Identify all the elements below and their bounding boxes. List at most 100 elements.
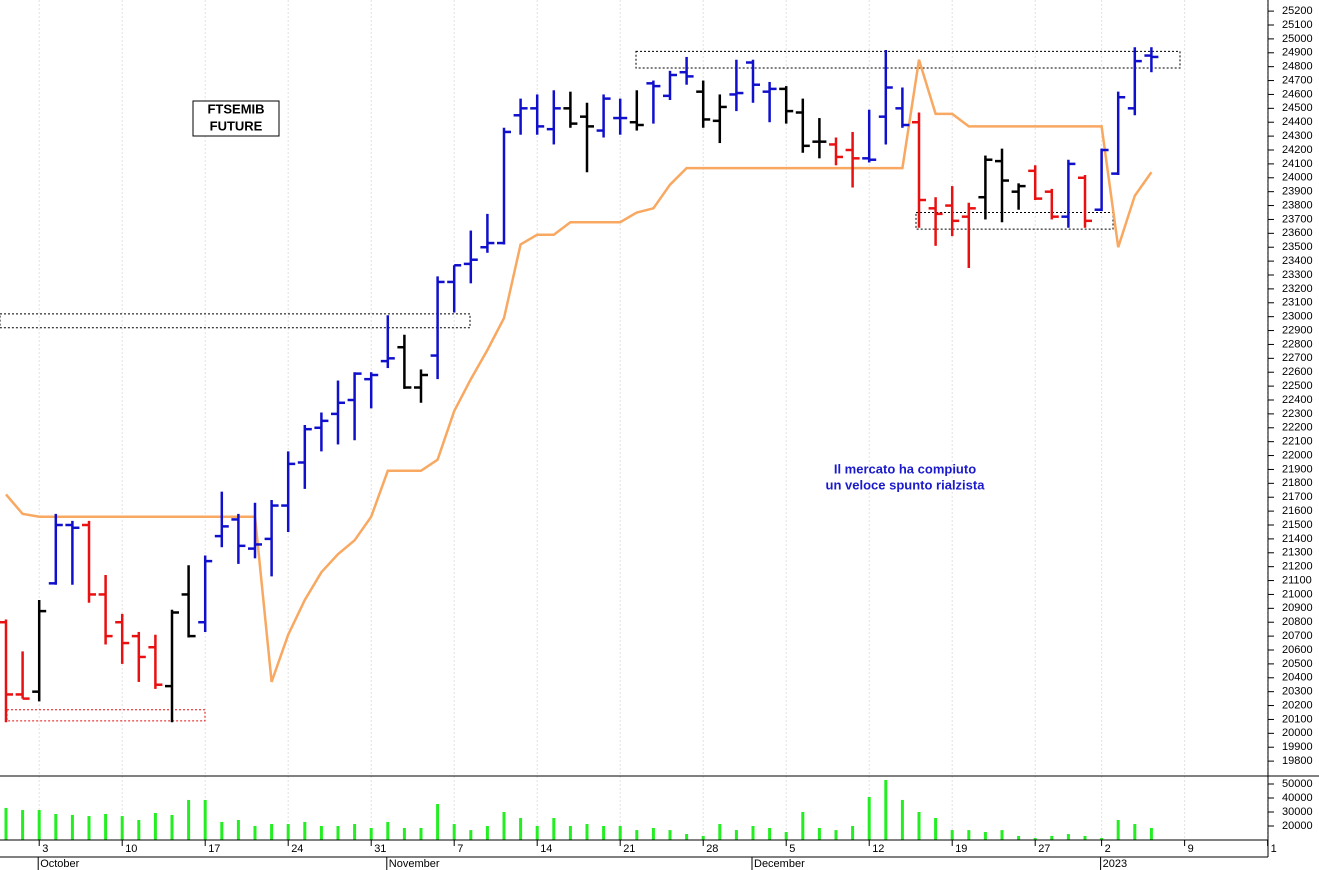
volume-bar [668,830,672,840]
x-tick-label: 1 [1271,843,1277,855]
y-tick-label: 21100 [1282,574,1312,586]
volume-bar [319,826,323,840]
volume-bar [900,799,904,840]
volume-bar [270,824,274,840]
y-tick-label: 20700 [1282,630,1313,642]
x-tick-label: 12 [872,843,884,855]
volume-bar [934,818,938,840]
y-tick-label: 24200 [1282,144,1313,156]
y-tick-label: 24300 [1282,130,1313,142]
x-tick-label: 24 [291,843,303,855]
y-tick-label: 23300 [1282,269,1313,281]
y-tick-label: 20300 [1282,686,1313,698]
volume-bar [834,830,838,840]
y-tick-label: 21800 [1282,477,1313,489]
y-tick-label: 23800 [1282,199,1313,211]
volume-bar [1100,838,1104,840]
volume-bar [502,812,506,840]
volume-bar [104,813,108,840]
y-tick-label: 24400 [1282,116,1313,128]
y-tick-label: 20000 [1282,727,1313,739]
y-tick-label: 23900 [1282,186,1313,198]
y-tick-label: 20900 [1282,602,1313,614]
volume-bar [635,830,639,840]
y-tick-label: 22700 [1282,352,1313,364]
volume-bar [485,826,489,840]
volume-bar [452,824,456,840]
annotation: Il mercato ha compiuto [834,461,976,476]
y-tick-label: 22400 [1282,394,1313,406]
y-tick-label: 22000 [1282,449,1313,461]
price-panel [0,47,1181,723]
y-tick-label: 24000 [1282,172,1313,184]
volume-bar [519,818,523,840]
x-tick-label: 5 [789,843,795,855]
x-tick-label: 21 [623,843,635,855]
y-tick-label: 20800 [1282,616,1313,628]
volume-bar [419,827,423,840]
y-tick-label: 40000 [1282,792,1313,804]
chart-title: FTSEMIB [207,101,264,116]
volume-bar [203,799,207,840]
y-tick-label: 50000 [1282,778,1313,790]
volume-bar [1017,835,1021,840]
y-tick-label: 19800 [1282,755,1313,767]
y-tick-label: 25200 [1282,5,1313,17]
volume-bar [1083,835,1087,840]
volume-bar [950,830,954,840]
x-tick-label: 28 [706,843,718,855]
volume-bar [469,830,473,840]
y-tick-label: 24600 [1282,88,1313,100]
volume-bar [734,830,738,840]
y-tick-label: 21400 [1282,533,1313,545]
volume-bar [1033,838,1037,840]
x-tick-label: 27 [1038,843,1050,855]
volume-bar [402,827,406,840]
volume-bar [170,814,174,840]
y-tick-label: 21500 [1282,519,1313,531]
volume-bar [137,819,141,840]
volume-bar [4,807,8,840]
y-tick-label: 25000 [1282,33,1313,45]
volume-bar [253,826,257,840]
grid [38,0,1269,840]
volume-bar [851,826,855,840]
volume-bar [21,810,25,840]
y-tick-label: 20000 [1282,820,1313,832]
y-tick-label: 20100 [1282,713,1313,725]
y-tick-label: 24500 [1282,102,1313,114]
volume-bar [336,826,340,840]
volume-bar [552,818,556,840]
volume-bar [917,812,921,840]
y-tick-label: 22100 [1282,436,1313,448]
y-tick-label: 22200 [1282,422,1313,434]
volume-bar [801,812,805,840]
y-tick-label: 21000 [1282,588,1313,600]
volume-bar [618,826,622,840]
x-tick-label: 14 [540,843,552,855]
volume-bar [70,814,74,840]
volume-bar [768,827,772,840]
x-tick-label: 2 [1105,843,1111,855]
volume-bar [983,832,987,840]
y-tick-label: 21900 [1282,463,1313,475]
y-tick-label: 23600 [1282,227,1313,239]
y-tick-label: 24100 [1282,158,1313,170]
x-tick-label: 3 [42,843,48,855]
volume-bar [220,821,224,840]
volume-bar [1116,819,1120,840]
volume-bar [153,812,157,840]
volume-bar [1149,827,1153,840]
y-tick-label: 30000 [1282,806,1313,818]
volume-bar [369,827,373,840]
volume-bar [1133,824,1137,840]
line-series [5,59,1153,683]
y-tick-label: 20600 [1282,644,1313,656]
y-tick-label: 20200 [1282,699,1313,711]
zone [635,50,1181,69]
volume-bar [701,835,705,840]
